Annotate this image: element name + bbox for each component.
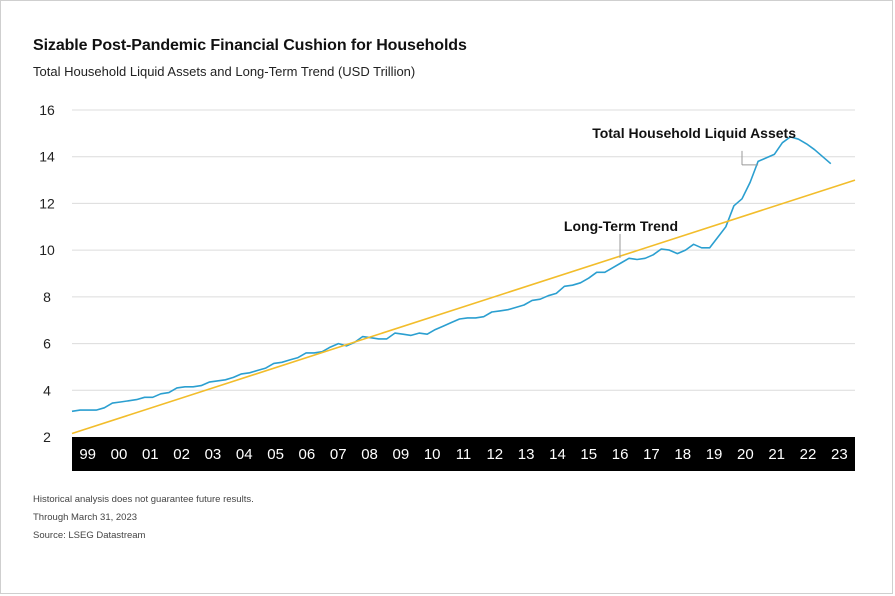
- x-tick-label: 22: [800, 446, 817, 463]
- x-tick-label: 11: [456, 446, 472, 463]
- x-tick-label: 03: [205, 446, 222, 463]
- total-household-liquid-assets-line: [71, 136, 832, 413]
- long-term-trend-line: [71, 179, 856, 435]
- source-note: Source: LSEG Datastream: [33, 530, 146, 541]
- x-tick-label: 01: [142, 446, 159, 463]
- x-tick-label: 10: [424, 446, 441, 463]
- x-tick-label: 05: [267, 446, 284, 463]
- trend-annotation-label: Long-Term Trend: [564, 218, 678, 234]
- chart-notes: Historical analysis does not guarantee f…: [33, 494, 254, 548]
- x-tick-label: 16: [612, 446, 629, 463]
- through-date-note: Through March 31, 2023: [33, 512, 138, 523]
- x-tick-label: 20: [737, 446, 754, 463]
- y-tick-label: 6: [43, 336, 51, 352]
- x-tick-label: 19: [706, 446, 723, 463]
- x-tick-label: 06: [299, 446, 316, 463]
- x-tick-label: 99: [79, 446, 96, 463]
- x-tick-label: 13: [518, 446, 535, 463]
- y-tick-label: 4: [43, 382, 51, 398]
- chart-subtitle: Total Household Liquid Assets and Long-T…: [33, 64, 416, 79]
- x-tick-label: 02: [173, 446, 190, 463]
- x-tick-label: 14: [549, 446, 566, 463]
- assets-annotation-label: Total Household Liquid Assets: [592, 125, 796, 141]
- y-tick-label: 16: [39, 102, 55, 118]
- y-tick-label: 14: [39, 149, 55, 165]
- x-tick-label: 15: [580, 446, 597, 463]
- x-tick-label: 21: [768, 446, 785, 463]
- y-tick-label: 2: [43, 429, 51, 445]
- x-tick-label: 18: [674, 446, 691, 463]
- x-tick-label: 04: [236, 446, 253, 463]
- y-tick-label: 10: [39, 242, 55, 258]
- x-axis-band: [72, 437, 855, 471]
- x-tick-label: 23: [831, 446, 848, 463]
- y-tick-label: 8: [43, 289, 51, 305]
- x-tick-label: 00: [111, 446, 128, 463]
- x-tick-label: 09: [393, 446, 410, 463]
- x-tick-label: 08: [361, 446, 378, 463]
- x-tick-label: 07: [330, 446, 347, 463]
- x-tick-label: 17: [643, 446, 660, 463]
- chart-title: Sizable Post-Pandemic Financial Cushion …: [33, 37, 467, 54]
- x-tick-label: 12: [486, 446, 503, 463]
- disclaimer-note: Historical analysis does not guarantee f…: [33, 494, 254, 505]
- y-tick-label: 12: [39, 195, 55, 211]
